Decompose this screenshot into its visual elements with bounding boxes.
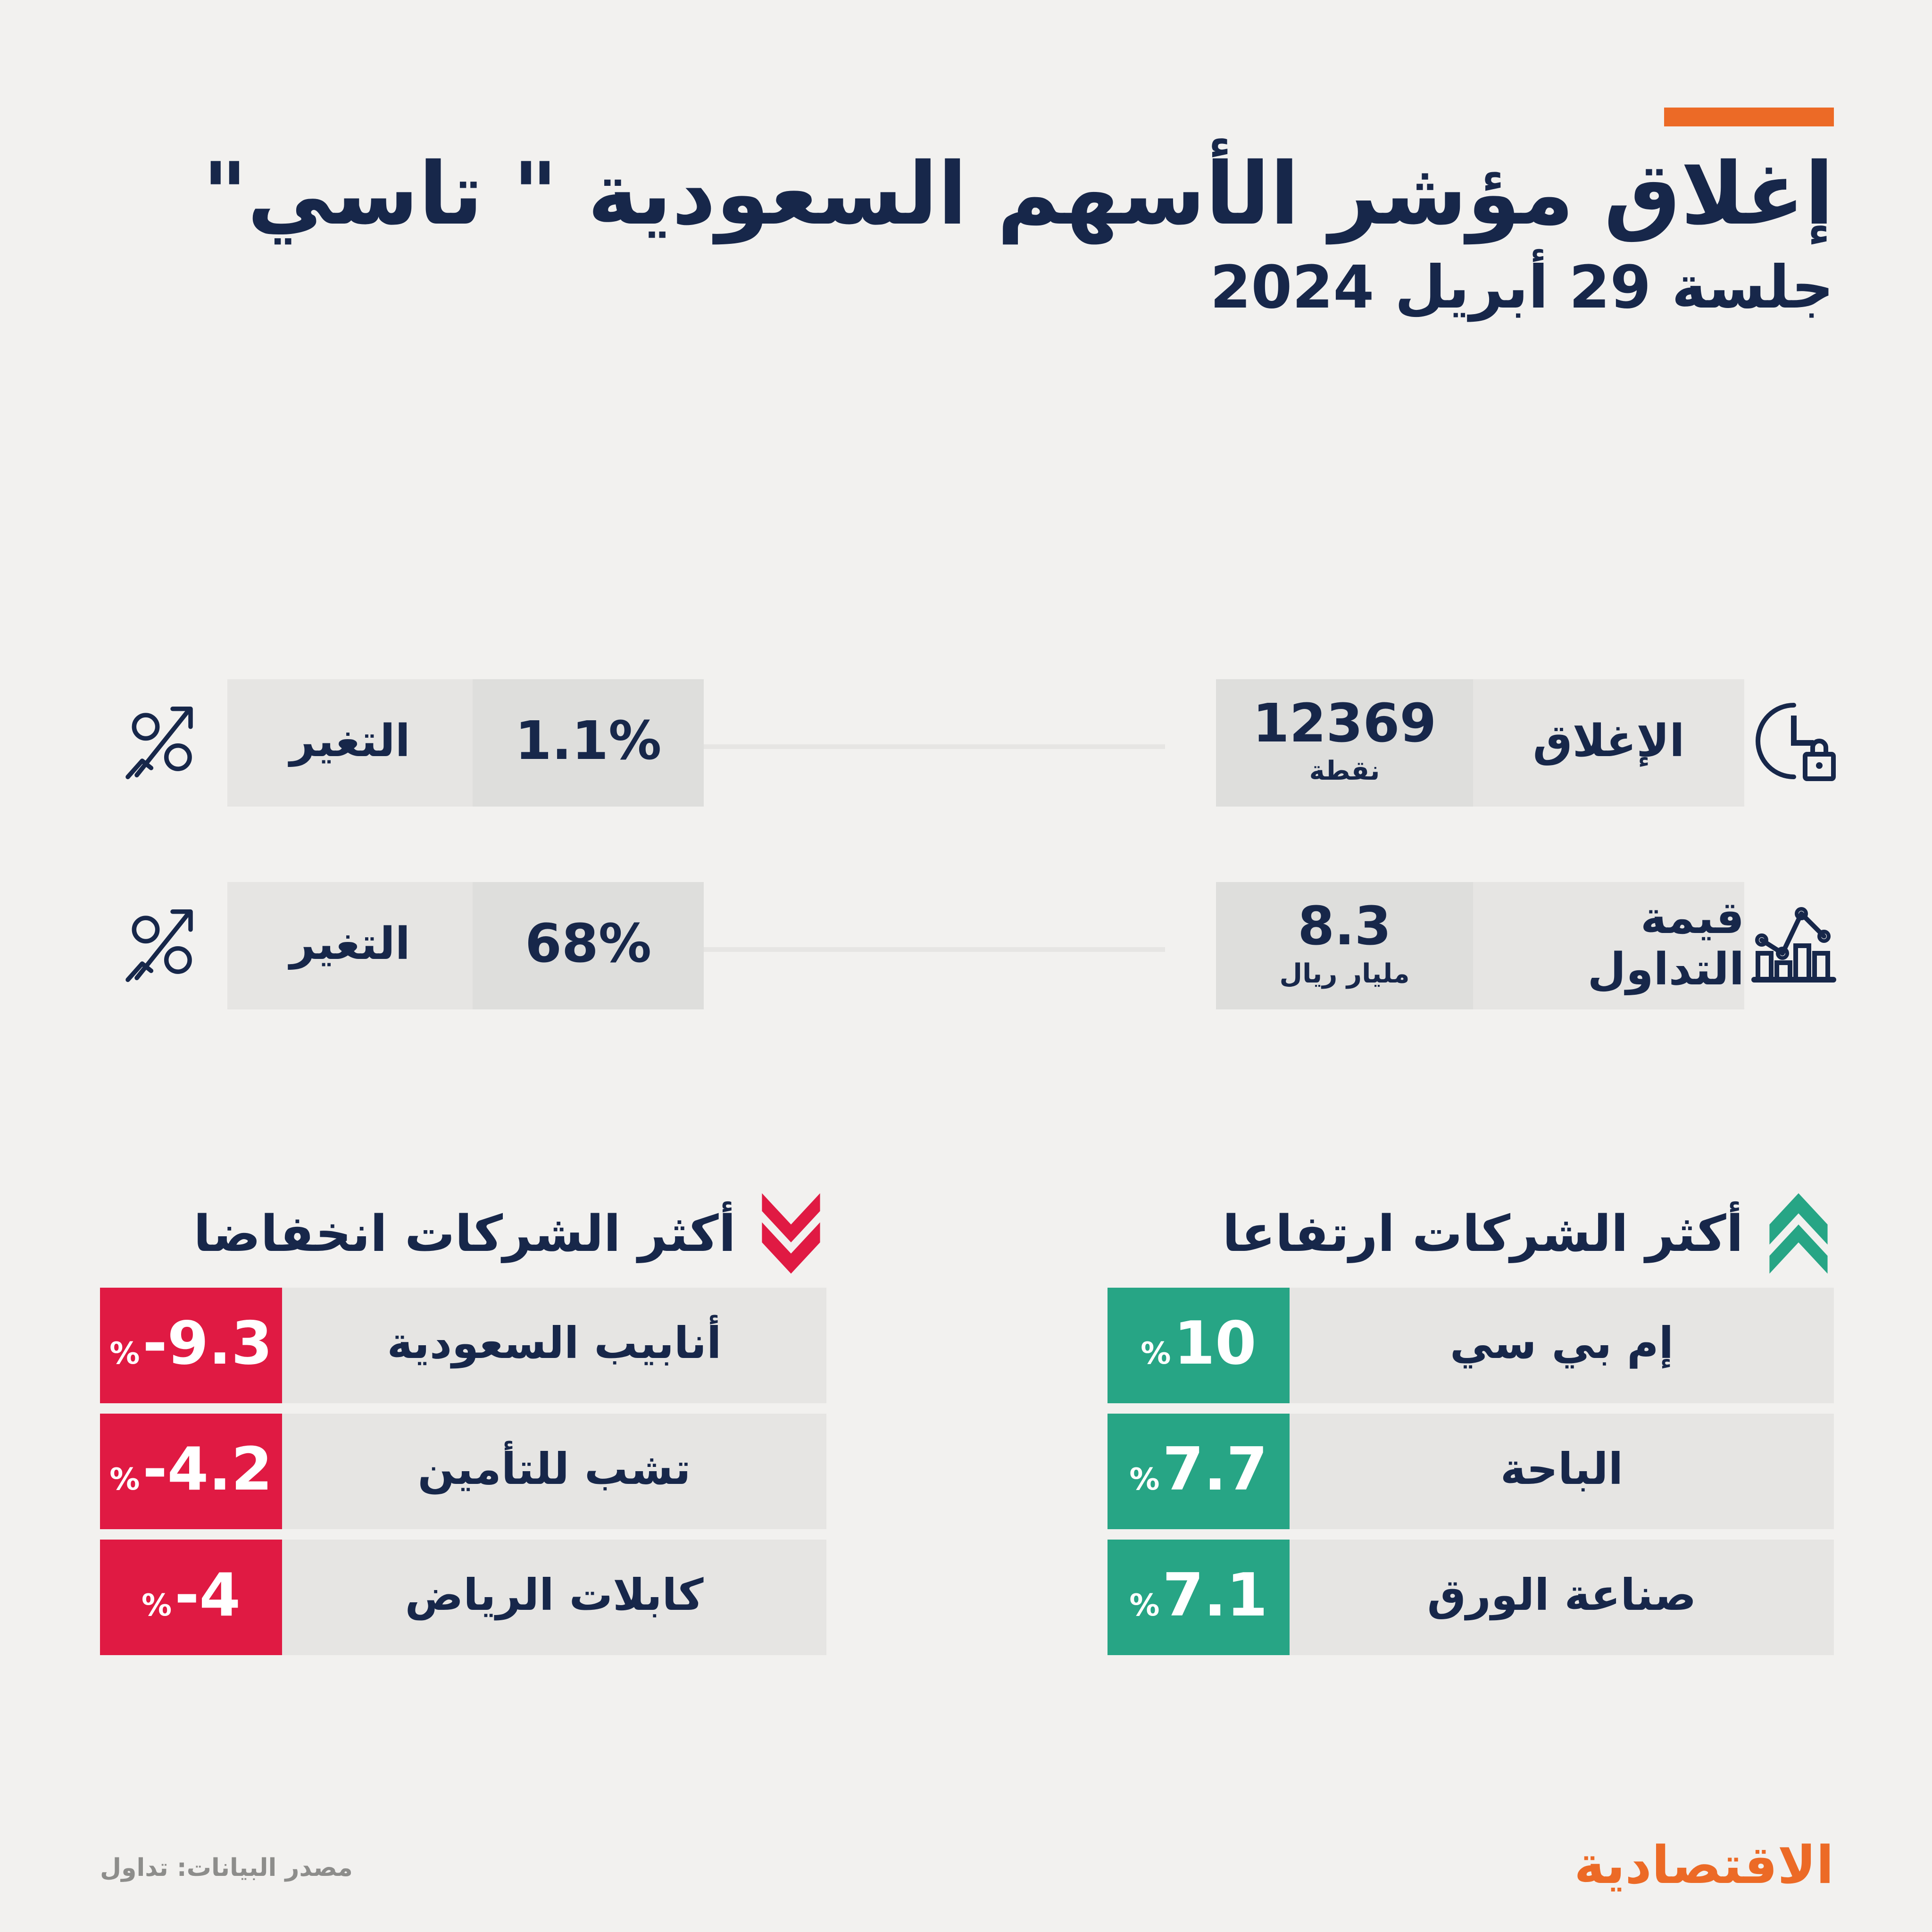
- table-row: إم بي سي % 10: [1108, 1288, 1834, 1403]
- turnover-label: قيمة التداول: [1587, 892, 1744, 995]
- loser-name-cell: كابلات الرياض: [282, 1540, 826, 1655]
- gainer-name: الباحة: [1500, 1444, 1624, 1494]
- stat-row-closing: الإغلاق 12369 نقطة التغير 1.: [0, 675, 1932, 816]
- gainer-pct-cell: % 10: [1108, 1288, 1290, 1403]
- gainer-pct: % 7.1: [1129, 1560, 1268, 1630]
- closing-unit: نقطة: [1309, 755, 1380, 786]
- loser-pct-value: -9.3: [142, 1308, 273, 1378]
- percent-symbol: %: [109, 1462, 140, 1497]
- percent-symbol: %: [1141, 1336, 1171, 1371]
- turnover-value: 8.3: [1298, 895, 1391, 957]
- loser-pct-cell: % -4: [100, 1540, 282, 1655]
- percent-symbol: %: [1129, 1462, 1160, 1497]
- gainer-name-cell: صناعة الورق: [1290, 1540, 1834, 1655]
- closing-change-cluster: التغير 1.1%: [100, 679, 704, 807]
- double-chevron-down-icon: [756, 1191, 826, 1276]
- closing-value: 12369: [1252, 692, 1437, 754]
- closing-cluster: الإغلاق 12369 نقطة: [1216, 679, 1843, 807]
- table-row: الباحة % 7.7: [1108, 1414, 1834, 1529]
- publisher-logo: الاقتصادية: [1574, 1835, 1835, 1895]
- turnover-change-label: التغير: [290, 918, 410, 970]
- gainer-pct-value: 10: [1174, 1308, 1257, 1378]
- turnover-change-cluster: التغير 68%: [100, 882, 704, 1009]
- closing-change-label-cell: التغير: [227, 679, 473, 807]
- gainer-name-cell: الباحة: [1290, 1414, 1834, 1529]
- stats-section: الإغلاق 12369 نقطة التغير 1.: [0, 675, 1932, 1033]
- losers-header: أكثر الشركات انخفاضا: [100, 1179, 826, 1288]
- loser-pct-value: -4.2: [142, 1434, 273, 1504]
- page-subtitle: جلسة 29 أبريل 2024: [1210, 253, 1834, 322]
- loser-name-cell: أنابيب السعودية: [282, 1288, 826, 1403]
- closing-change-label: التغير: [290, 715, 410, 767]
- bar-line-chart-icon: [1744, 882, 1843, 1009]
- loser-pct-cell: % -9.3: [100, 1288, 282, 1403]
- clock-lock-icon: [1744, 679, 1843, 807]
- turnover-label-cell: قيمة التداول: [1473, 882, 1744, 1009]
- loser-name: تشب للتأمين: [417, 1444, 691, 1494]
- accent-bar: [1664, 108, 1834, 126]
- turnover-change-value-cell: 68%: [473, 882, 704, 1009]
- table-row: صناعة الورق % 7.1: [1108, 1540, 1834, 1655]
- turnover-cluster: قيمة التداول 8.3 مليار ريال: [1216, 882, 1843, 1009]
- gainer-pct: % 10: [1141, 1308, 1257, 1378]
- loser-pct: % -4: [141, 1560, 241, 1630]
- page-title: إغلاق مؤشر الأسهم السعودية " تاسي": [202, 144, 1834, 244]
- table-row: أنابيب السعودية % -9.3: [100, 1288, 826, 1403]
- closing-label: الإغلاق: [1532, 715, 1685, 767]
- turnover-change-value: 68%: [525, 913, 652, 974]
- closing-label-cell: الإغلاق: [1473, 679, 1744, 807]
- percent-trend-up-icon: [100, 679, 227, 807]
- closing-value-cell: 12369 نقطة: [1216, 679, 1473, 807]
- page-header: إغلاق مؤشر الأسهم السعودية " تاسي" جلسة …: [202, 144, 1834, 325]
- turnover-unit: مليار ريال: [1279, 958, 1410, 989]
- connector-line: [656, 947, 1165, 952]
- stat-row-turnover: قيمة التداول 8.3 مليار ريال التغير: [0, 877, 1932, 1019]
- gainer-pct-cell: % 7.1: [1108, 1540, 1290, 1655]
- loser-name: كابلات الرياض: [405, 1570, 704, 1620]
- percent-symbol: %: [1129, 1588, 1160, 1623]
- table-row: كابلات الرياض % -4: [100, 1540, 826, 1655]
- gainer-pct-cell: % 7.7: [1108, 1414, 1290, 1529]
- gainer-name-cell: إم بي سي: [1290, 1288, 1834, 1403]
- connector-line: [656, 744, 1165, 749]
- percent-trend-up-icon: [100, 882, 227, 1009]
- loser-name-cell: تشب للتأمين: [282, 1414, 826, 1529]
- gainers-panel: أكثر الشركات ارتفاعا إم بي سي % 10 الباحة…: [1108, 1179, 1834, 1666]
- closing-change-value: 1.1%: [515, 710, 662, 772]
- loser-pct-value: -4: [175, 1560, 241, 1630]
- losers-panel: أكثر الشركات انخفاضا أنابيب السعودية % -9…: [100, 1179, 826, 1666]
- gainer-pct-value: 7.7: [1162, 1434, 1268, 1504]
- loser-pct: % -4.2: [109, 1434, 273, 1504]
- percent-symbol: %: [109, 1336, 140, 1371]
- gainer-name: صناعة الورق: [1427, 1570, 1697, 1620]
- loser-pct-cell: % -4.2: [100, 1414, 282, 1529]
- closing-change-value-cell: 1.1%: [473, 679, 704, 807]
- data-source-note: مصدر البيانات: تداول: [100, 1854, 353, 1882]
- gainer-pct: % 7.7: [1129, 1434, 1268, 1504]
- loser-pct: % -9.3: [109, 1308, 273, 1378]
- turnover-change-label-cell: التغير: [227, 882, 473, 1009]
- table-row: تشب للتأمين % -4.2: [100, 1414, 826, 1529]
- gainers-header: أكثر الشركات ارتفاعا: [1108, 1179, 1834, 1288]
- loser-name: أنابيب السعودية: [387, 1318, 722, 1368]
- losers-title: أكثر الشركات انخفاضا: [193, 1204, 736, 1263]
- turnover-value-cell: 8.3 مليار ريال: [1216, 882, 1473, 1009]
- gainers-title: أكثر الشركات ارتفاعا: [1222, 1204, 1743, 1263]
- percent-symbol: %: [141, 1588, 172, 1623]
- gainer-name: إم بي سي: [1449, 1318, 1674, 1368]
- gainer-pct-value: 7.1: [1162, 1560, 1268, 1630]
- double-chevron-up-icon: [1763, 1191, 1834, 1276]
